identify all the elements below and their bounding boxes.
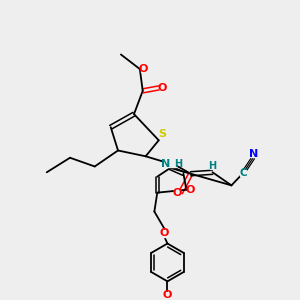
Text: N: N	[161, 159, 170, 169]
Bar	[162, 230, 167, 237]
Text: H: H	[208, 161, 217, 171]
Text: S: S	[158, 129, 166, 139]
Bar	[141, 66, 146, 72]
Bar	[174, 189, 180, 196]
Text: C: C	[239, 168, 247, 178]
Bar	[250, 151, 256, 158]
Bar	[210, 163, 215, 169]
Bar	[164, 292, 170, 298]
Text: O: O	[163, 290, 172, 300]
Text: O: O	[160, 228, 169, 239]
Text: O: O	[186, 185, 195, 195]
Bar	[165, 160, 176, 167]
Text: H: H	[174, 159, 182, 169]
Text: O: O	[158, 83, 167, 93]
Text: N: N	[249, 149, 258, 159]
Bar	[160, 85, 165, 91]
Bar	[240, 170, 246, 176]
Bar	[159, 131, 166, 138]
Bar	[188, 187, 193, 193]
Text: O: O	[139, 64, 148, 74]
Text: O: O	[172, 188, 182, 198]
